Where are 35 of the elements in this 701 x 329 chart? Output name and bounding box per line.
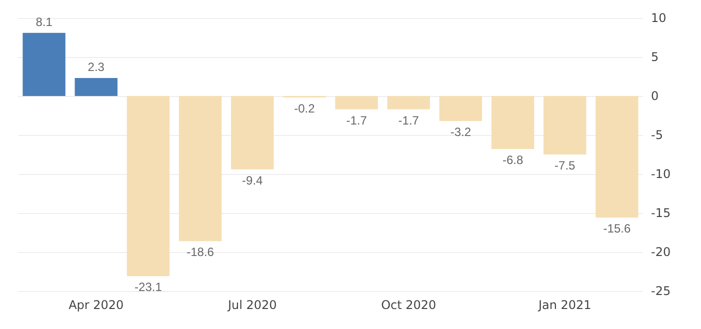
data-label: -3.2: [450, 124, 472, 139]
data-label: -9.4: [242, 173, 264, 188]
data-label: 8.1: [36, 14, 53, 29]
data-label: -15.6: [603, 222, 631, 236]
bar: [231, 96, 274, 170]
data-label: 2.3: [88, 60, 105, 74]
data-label: -1.7: [346, 113, 368, 128]
bar: [74, 78, 118, 96]
y-tick-label: 5: [651, 50, 659, 64]
data-label: -6.8: [502, 153, 524, 168]
data-label: -1.7: [398, 113, 420, 128]
data-label: -0.2: [294, 102, 316, 116]
bar: [178, 96, 222, 242]
y-tick-label: -15: [651, 206, 671, 220]
data-label: -18.6: [186, 245, 214, 260]
y-tick-label: -25: [651, 284, 671, 298]
bar: [335, 96, 378, 110]
y-tick-label: -20: [651, 245, 671, 259]
bar: [491, 96, 534, 150]
x-tick-label: Jul 2020: [226, 298, 277, 312]
data-label: -7.5: [554, 158, 576, 172]
x-tick-label: Apr 2020: [68, 298, 124, 312]
bar: [126, 96, 170, 276]
x-tick-label: Oct 2020: [381, 298, 436, 312]
bar: [387, 96, 430, 110]
data-label: -23.1: [134, 280, 162, 294]
y-tick-label: 0: [651, 89, 659, 103]
bar: [439, 96, 482, 121]
bar: [22, 32, 66, 96]
y-tick-label: -10: [651, 167, 671, 181]
y-tick-label: 10: [651, 11, 666, 25]
y-tick-label: -5: [651, 128, 663, 142]
bar: [596, 96, 638, 218]
x-tick-label: Jan 2021: [537, 298, 592, 312]
bar: [544, 96, 586, 154]
